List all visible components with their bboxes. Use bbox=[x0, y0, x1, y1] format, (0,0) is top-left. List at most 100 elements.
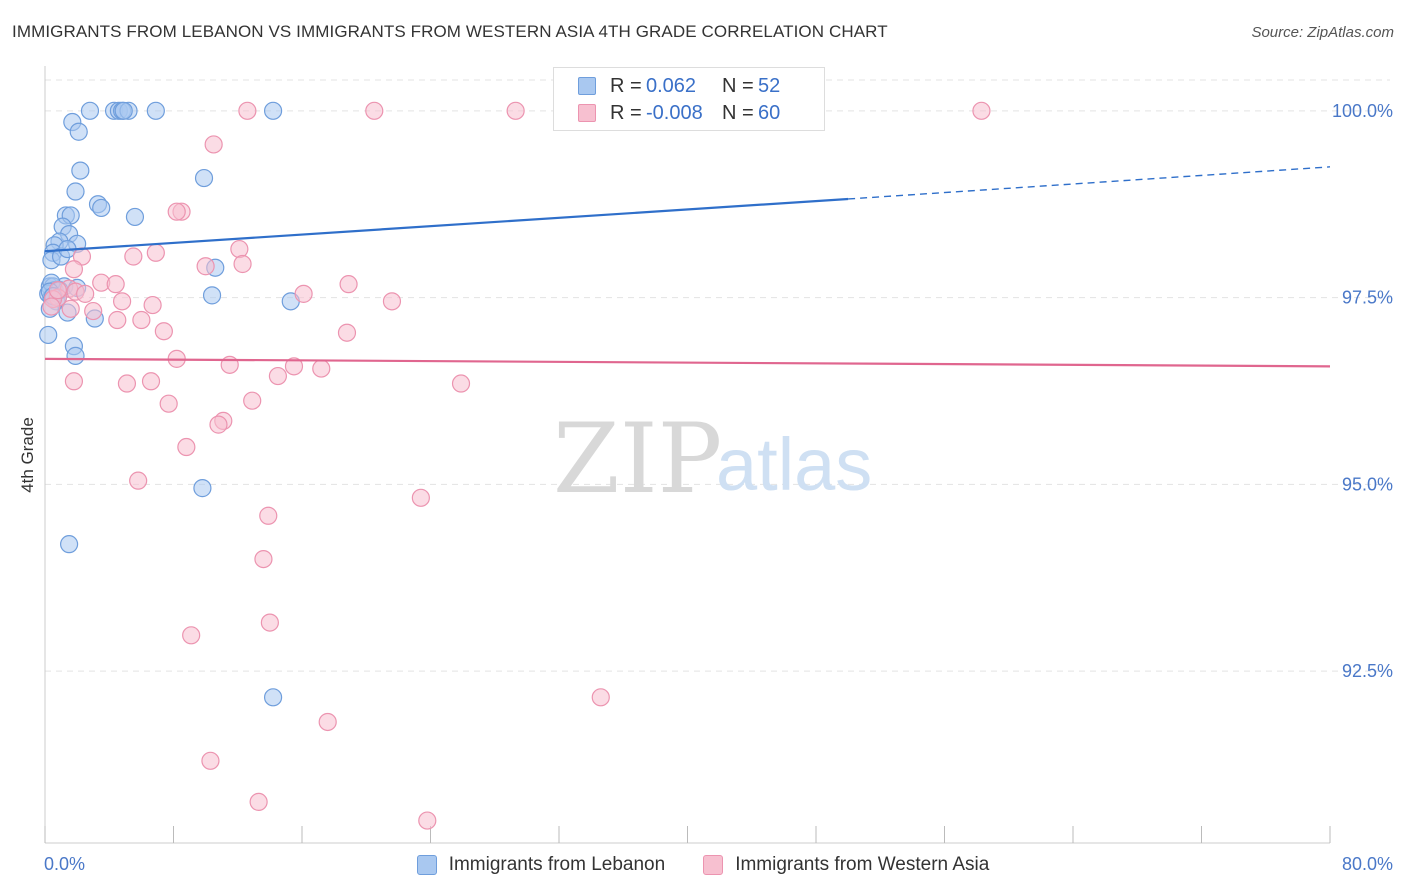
point-western-asia bbox=[159, 394, 178, 413]
point-western-asia bbox=[411, 488, 430, 507]
y-tick-label: 95.0% bbox=[1342, 474, 1393, 494]
point-western-asia bbox=[233, 254, 252, 274]
point-lebanon bbox=[263, 688, 283, 707]
point-western-asia bbox=[339, 275, 358, 294]
source-credit: Source: ZipAtlas.com bbox=[1251, 24, 1394, 41]
point-lebanon bbox=[80, 101, 100, 120]
r-label: R = bbox=[610, 101, 642, 124]
point-lebanon bbox=[66, 182, 85, 201]
point-western-asia bbox=[506, 101, 525, 120]
point-western-asia bbox=[154, 322, 173, 341]
r-value: -0.008 bbox=[646, 101, 703, 124]
point-lebanon bbox=[71, 161, 90, 180]
point-western-asia bbox=[249, 792, 268, 812]
gridlines bbox=[45, 79, 1390, 672]
point-lebanon bbox=[146, 101, 165, 120]
point-western-asia bbox=[146, 243, 165, 262]
point-western-asia bbox=[243, 391, 262, 410]
point-western-asia bbox=[117, 374, 137, 393]
point-lebanon bbox=[193, 479, 212, 498]
axes bbox=[44, 66, 1331, 844]
point-lebanon bbox=[92, 198, 111, 218]
legend-row-lebanon: R = 0.062 N = 52 bbox=[578, 73, 780, 99]
point-western-asia bbox=[238, 101, 257, 120]
point-western-asia bbox=[61, 299, 80, 318]
n-label: N = bbox=[722, 101, 754, 124]
point-western-asia bbox=[591, 688, 610, 707]
point-western-asia bbox=[230, 239, 249, 259]
point-western-asia bbox=[182, 626, 201, 645]
point-lebanon bbox=[59, 535, 79, 554]
point-western-asia bbox=[418, 811, 437, 830]
r-value: 0.062 bbox=[646, 74, 697, 97]
point-lebanon bbox=[202, 286, 222, 305]
y-tick-label: 97.5% bbox=[1342, 288, 1393, 308]
point-lebanon bbox=[194, 168, 214, 188]
point-western-asia bbox=[451, 374, 471, 393]
point-western-asia bbox=[42, 297, 61, 316]
point-western-asia bbox=[254, 549, 273, 569]
y-tick-label: 92.5% bbox=[1342, 661, 1393, 681]
point-western-asia bbox=[209, 415, 228, 434]
point-lebanon bbox=[263, 101, 283, 120]
point-lebanon bbox=[125, 207, 145, 227]
legend-label-western-asia: Immigrants from Western Asia bbox=[735, 854, 990, 875]
chart-title: IMMIGRANTS FROM LEBANON VS IMMIGRANTS FR… bbox=[12, 22, 888, 41]
trend-lines bbox=[44, 166, 1331, 368]
point-lebanon bbox=[66, 346, 85, 365]
trend-line-lebanon-extension bbox=[848, 166, 1331, 200]
point-lebanon bbox=[114, 101, 133, 120]
point-western-asia bbox=[196, 257, 215, 276]
point-western-asia bbox=[84, 301, 103, 321]
watermark-atlas: atlas bbox=[716, 423, 872, 506]
point-western-asia bbox=[132, 310, 151, 330]
point-lebanon bbox=[39, 325, 58, 345]
point-western-asia bbox=[382, 292, 402, 311]
y-tick-label: 100.0% bbox=[1332, 101, 1393, 121]
point-western-asia bbox=[64, 372, 84, 391]
watermark-zip: ZIP bbox=[553, 403, 722, 515]
y-axis-label: 4th Grade bbox=[18, 417, 37, 493]
tick-labels: 100.0% 97.5% 95.0% 92.5% 0.0% 80.0% bbox=[44, 101, 1393, 874]
point-western-asia bbox=[76, 284, 95, 303]
legend-row-western-asia: R = -0.008 N = 60 bbox=[578, 100, 780, 126]
n-value: 60 bbox=[758, 101, 781, 124]
point-western-asia bbox=[259, 506, 278, 525]
legend-swatch-lebanon bbox=[578, 77, 596, 95]
trend-line-lebanon bbox=[44, 197, 849, 253]
point-western-asia bbox=[112, 292, 132, 311]
point-western-asia bbox=[365, 101, 384, 120]
legend-item-lebanon: Immigrants from Lebanon bbox=[416, 854, 665, 876]
point-western-asia bbox=[167, 202, 186, 221]
point-western-asia bbox=[48, 281, 67, 300]
r-label: R = bbox=[610, 74, 642, 97]
point-western-asia bbox=[106, 275, 125, 294]
trend-line-western-asia bbox=[44, 357, 1331, 368]
correlation-legend: R = 0.062 N = 52 R = -0.008 N = 60 bbox=[553, 67, 825, 131]
legend-item-western-asia: Immigrants from Western Asia bbox=[703, 854, 989, 876]
point-western-asia bbox=[284, 357, 304, 376]
point-western-asia bbox=[312, 359, 331, 378]
point-western-asia bbox=[177, 437, 196, 457]
point-western-asia bbox=[337, 323, 357, 342]
legend-swatch-western-asia bbox=[578, 104, 596, 122]
point-western-asia bbox=[294, 284, 313, 303]
point-western-asia bbox=[318, 712, 337, 732]
point-lebanon bbox=[69, 122, 88, 141]
point-western-asia bbox=[124, 247, 143, 266]
legend-swatch-lebanon bbox=[416, 855, 437, 875]
point-western-asia bbox=[972, 101, 991, 120]
n-label: N = bbox=[722, 74, 754, 97]
point-western-asia bbox=[201, 751, 220, 770]
point-western-asia bbox=[143, 295, 162, 315]
point-western-asia bbox=[64, 260, 84, 279]
series-legend: Immigrants from Lebanon Immigrants from … bbox=[0, 852, 1406, 878]
n-value: 52 bbox=[758, 74, 781, 97]
point-western-asia bbox=[108, 310, 127, 330]
point-western-asia bbox=[204, 135, 223, 154]
point-western-asia bbox=[129, 471, 148, 490]
point-western-asia bbox=[141, 372, 161, 391]
x-tick-label: 80.0% bbox=[1342, 854, 1393, 874]
